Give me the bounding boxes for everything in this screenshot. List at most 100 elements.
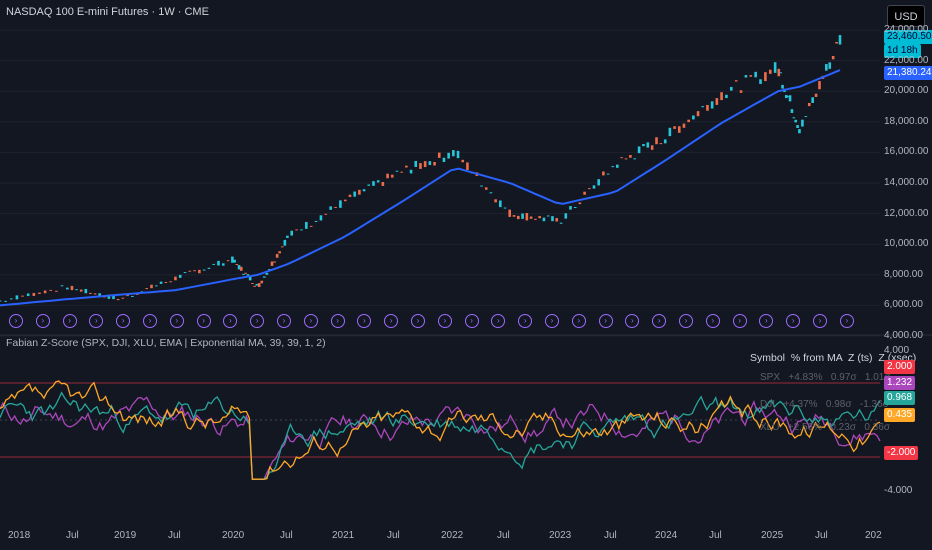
event-marker-icon[interactable]: ›	[277, 314, 291, 328]
event-marker-icon[interactable]: ›	[9, 314, 23, 328]
candle	[319, 215, 323, 221]
candle	[461, 159, 465, 163]
date-tick: 202	[865, 530, 882, 541]
candle	[629, 155, 632, 158]
candle	[324, 213, 328, 215]
candle	[754, 71, 757, 78]
table-row: XLU +2.56% 0.23σ 0.36σ	[760, 422, 890, 433]
event-marker-icon[interactable]: ›	[35, 314, 50, 328]
event-marker-icon[interactable]: ›	[411, 314, 425, 328]
candle	[270, 261, 274, 266]
event-marker-icon[interactable]: ›	[732, 314, 747, 328]
candle	[781, 84, 784, 89]
event-marker-icon[interactable]: ›	[196, 314, 211, 328]
candle	[0, 300, 2, 302]
event-marker-icon[interactable]: ›	[571, 314, 586, 328]
candle	[838, 35, 842, 45]
event-marker-icon[interactable]: ›	[679, 314, 693, 328]
candle	[93, 293, 97, 295]
candle	[796, 125, 799, 129]
candle	[759, 79, 762, 84]
event-marker-icon[interactable]: ›	[250, 314, 265, 328]
event-marker-icon[interactable]: ›	[437, 314, 452, 328]
event-marker-icon[interactable]: ›	[89, 314, 104, 328]
candle	[739, 90, 743, 93]
candle	[637, 146, 641, 154]
candle	[207, 267, 211, 269]
candle	[255, 283, 259, 286]
event-marker-icon[interactable]: ›	[705, 314, 720, 328]
candle	[381, 181, 385, 186]
row-zx: 0.36σ	[864, 422, 890, 433]
event-marker-icon[interactable]: ›	[223, 314, 238, 328]
candle	[268, 269, 271, 271]
candle	[66, 287, 69, 290]
candle	[263, 276, 266, 278]
event-marker-icon[interactable]: ›	[384, 314, 399, 328]
candle	[538, 216, 541, 219]
event-marker-icon[interactable]: ›	[786, 314, 801, 328]
candle	[633, 158, 637, 160]
candle	[43, 290, 47, 294]
event-marker-icon[interactable]: ›	[813, 314, 827, 328]
candle	[183, 272, 187, 274]
candle	[107, 294, 111, 299]
candle	[145, 288, 149, 290]
candle	[677, 126, 681, 133]
candle	[466, 162, 469, 170]
candle	[295, 229, 298, 231]
candle	[646, 142, 650, 148]
candle	[768, 69, 772, 74]
candle	[60, 285, 64, 287]
price-tick: 8,000.00	[884, 268, 923, 280]
candle	[798, 129, 801, 134]
event-marker-icon[interactable]: ›	[598, 314, 613, 328]
event-marker-icon[interactable]: ›	[759, 314, 774, 328]
candle	[251, 283, 254, 285]
candle	[642, 144, 645, 147]
event-marker-icon[interactable]: ›	[357, 314, 372, 328]
candle	[447, 152, 450, 159]
candle	[419, 163, 422, 169]
candle	[235, 264, 239, 266]
candle	[682, 123, 686, 128]
candle	[217, 260, 220, 266]
currency-button[interactable]: USD	[887, 5, 925, 27]
candle	[112, 295, 115, 300]
event-marker-icon[interactable]: ›	[518, 314, 533, 328]
row-symbol: DJI	[760, 399, 775, 410]
event-marker-icon[interactable]: ›	[169, 314, 184, 328]
price-tick: 14,000.00	[884, 177, 929, 188]
candle	[529, 216, 533, 219]
col-pct: % from MA	[790, 352, 843, 364]
candle	[668, 127, 672, 137]
event-marker-icon[interactable]: ›	[491, 314, 506, 328]
event-marker-icon[interactable]: ›	[839, 314, 854, 328]
last-price-badge: 23,460.50	[884, 30, 932, 44]
candle	[237, 265, 241, 270]
event-marker-icon[interactable]: ›	[464, 314, 479, 328]
purple-value-badge: 1.232	[884, 376, 916, 390]
event-marker-icon[interactable]: ›	[62, 314, 77, 328]
event-marker-icon[interactable]: ›	[625, 314, 640, 328]
event-marker-icon[interactable]: ›	[303, 314, 318, 328]
teal-value-badge: 0.968	[884, 391, 916, 405]
oscillator-title: Fabian Z-Score (SPX, DJI, XLU, EMA | Exp…	[6, 337, 326, 349]
date-tick: Jul	[387, 530, 400, 541]
candle	[452, 150, 455, 157]
candle	[362, 189, 366, 192]
candle	[503, 207, 507, 209]
candle	[730, 86, 733, 91]
event-marker-icon[interactable]: ›	[116, 314, 131, 328]
candle	[178, 274, 182, 278]
event-marker-icon[interactable]: ›	[143, 314, 157, 328]
event-marker-icon[interactable]: ›	[330, 314, 345, 328]
candle	[606, 173, 610, 175]
event-marker-icon[interactable]: ›	[545, 314, 559, 328]
candle	[521, 213, 524, 219]
candle	[650, 145, 654, 150]
candle	[564, 213, 568, 219]
event-marker-icon[interactable]: ›	[652, 314, 667, 328]
